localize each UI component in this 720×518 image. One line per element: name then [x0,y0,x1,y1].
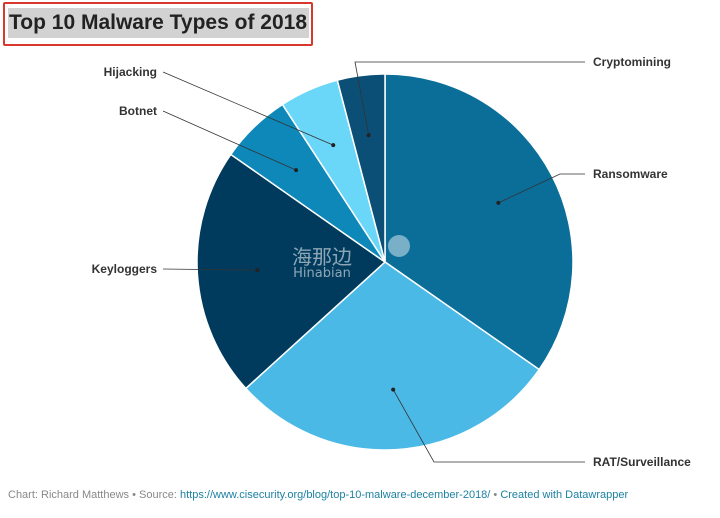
watermark: 海那边 Hinabian [292,235,410,281]
watermark-logo-icon [388,235,410,257]
slice-label-botnet: Botnet [119,104,157,118]
title-highlight-box [3,2,313,46]
slice-label-ransomware: Ransomware [593,167,668,181]
leader-dot-hijacking [331,143,336,148]
leader-dot-cryptomining [366,133,371,138]
leader-dot-keyloggers [255,268,260,273]
footer-credit: Chart: Richard Matthews • Source: [8,489,180,501]
slice-label-keyloggers: Keyloggers [92,262,158,276]
slice-label-rat-surveillance: RAT/Surveillance [593,455,691,469]
slice-label-cryptomining: Cryptomining [593,55,671,69]
watermark-cn: 海那边 [292,245,352,269]
pie-slice-keyloggers [196,153,387,390]
leader-line-ransomware [498,173,585,204]
pie-slice-ransomware [384,73,574,371]
leader-dot-ransomware [496,200,501,205]
datawrapper-link[interactable]: Created with Datawrapper [500,489,629,501]
leader-line-hijacking [162,71,334,146]
chart-title: Top 10 Malware Types of 2018 [8,8,309,38]
source-link[interactable]: https://www.cisecurity.org/blog/top-10-m… [179,489,491,501]
pie-slice-rat-surveillance [244,261,541,451]
leader-line-keyloggers [162,268,258,271]
watermark-en: Hinabian [293,266,351,281]
leader-dot-rat-surveillance [391,387,396,392]
leader-line-rat-surveillance [392,389,585,463]
leader-line-botnet [162,110,297,171]
chart-footer: Chart: Richard Matthews • Source: https:… [8,489,628,501]
leader-dot-botnet [294,168,299,173]
leader-line-cryptomining [354,61,585,136]
pie-slice-cryptomining [336,73,386,263]
footer-separator: • [490,489,501,501]
slice-label-hijacking: Hijacking [104,65,157,79]
